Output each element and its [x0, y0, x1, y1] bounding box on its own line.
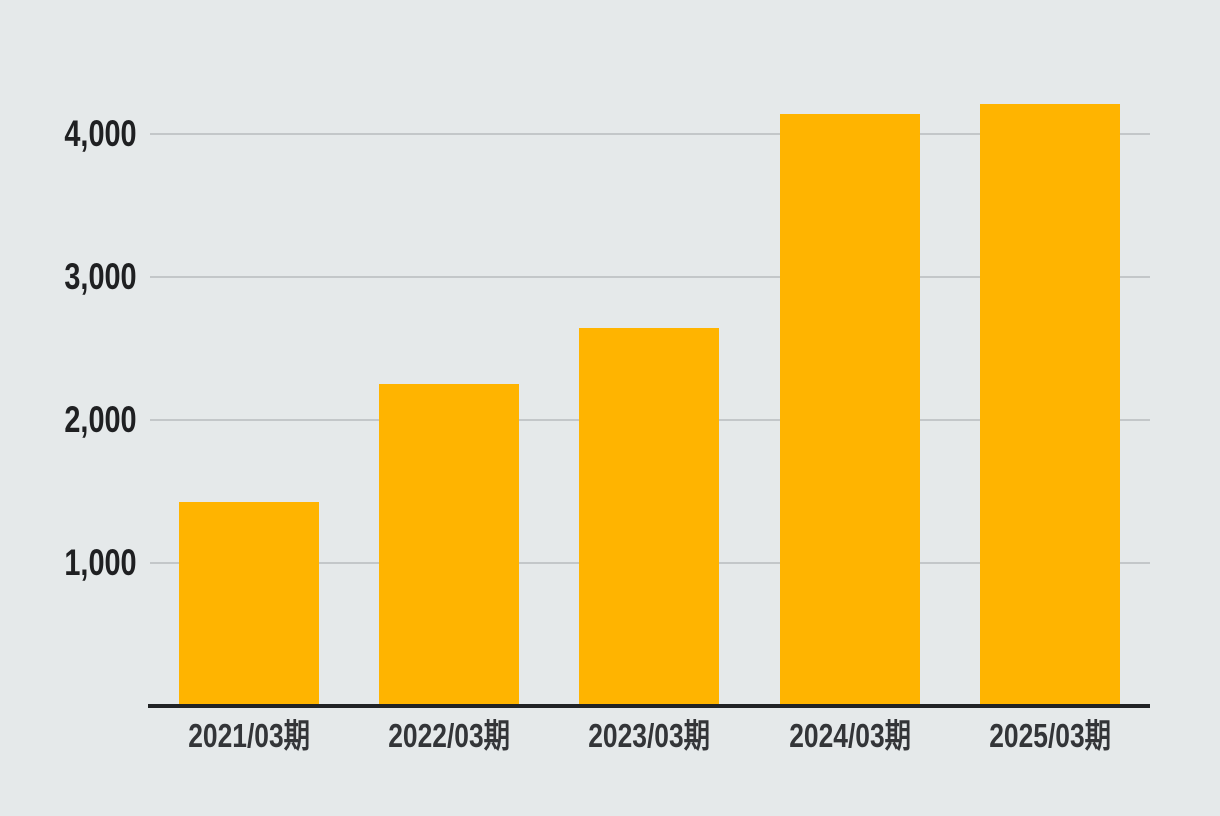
x-axis-category-label: 2023/03期 — [519, 716, 779, 756]
y-axis-tick-text: 2,000 — [64, 399, 137, 440]
x-axis-line — [148, 704, 1150, 708]
x-axis-category-label: 2024/03期 — [720, 716, 980, 756]
y-axis-tick-text: 1,000 — [64, 542, 137, 583]
y-axis-tick-label: 1,000 — [0, 543, 137, 583]
x-axis-category-text: 2021/03期 — [188, 717, 310, 754]
x-axis-category-label: 2021/03期 — [119, 716, 379, 756]
x-axis-category-text: 2022/03期 — [388, 717, 510, 754]
x-axis-category-text: 2023/03期 — [588, 717, 710, 754]
y-axis-tick-label: 3,000 — [0, 257, 137, 297]
bar-2023/03期 — [579, 328, 719, 706]
y-axis-tick-text: 3,000 — [64, 256, 137, 297]
x-axis-category-label: 2022/03期 — [319, 716, 579, 756]
x-axis-category-text: 2024/03期 — [789, 717, 911, 754]
gridline — [150, 133, 1150, 135]
x-axis-category-label: 2025/03期 — [920, 716, 1180, 756]
y-axis-tick-label: 4,000 — [0, 114, 137, 154]
bar-2025/03期 — [980, 103, 1120, 706]
bar-2021/03期 — [179, 501, 319, 706]
x-axis-category-text: 2025/03期 — [989, 717, 1111, 754]
y-axis-tick-label: 2,000 — [0, 400, 137, 440]
y-axis-tick-text: 4,000 — [64, 113, 137, 154]
bar-2024/03期 — [780, 113, 920, 706]
bar-2022/03期 — [379, 384, 519, 706]
gridline — [150, 276, 1150, 278]
